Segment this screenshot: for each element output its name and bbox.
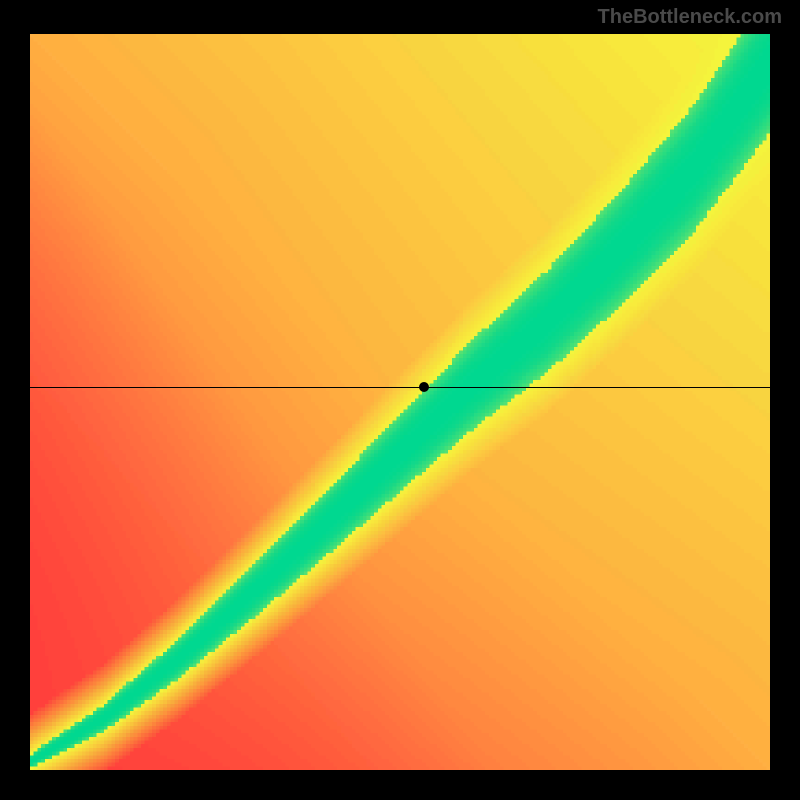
score-marker — [419, 382, 429, 392]
bottleneck-heatmap — [30, 34, 770, 770]
crosshair-horizontal — [30, 387, 770, 388]
heatmap-canvas — [30, 34, 770, 770]
watermark-text: TheBottleneck.com — [598, 6, 782, 29]
